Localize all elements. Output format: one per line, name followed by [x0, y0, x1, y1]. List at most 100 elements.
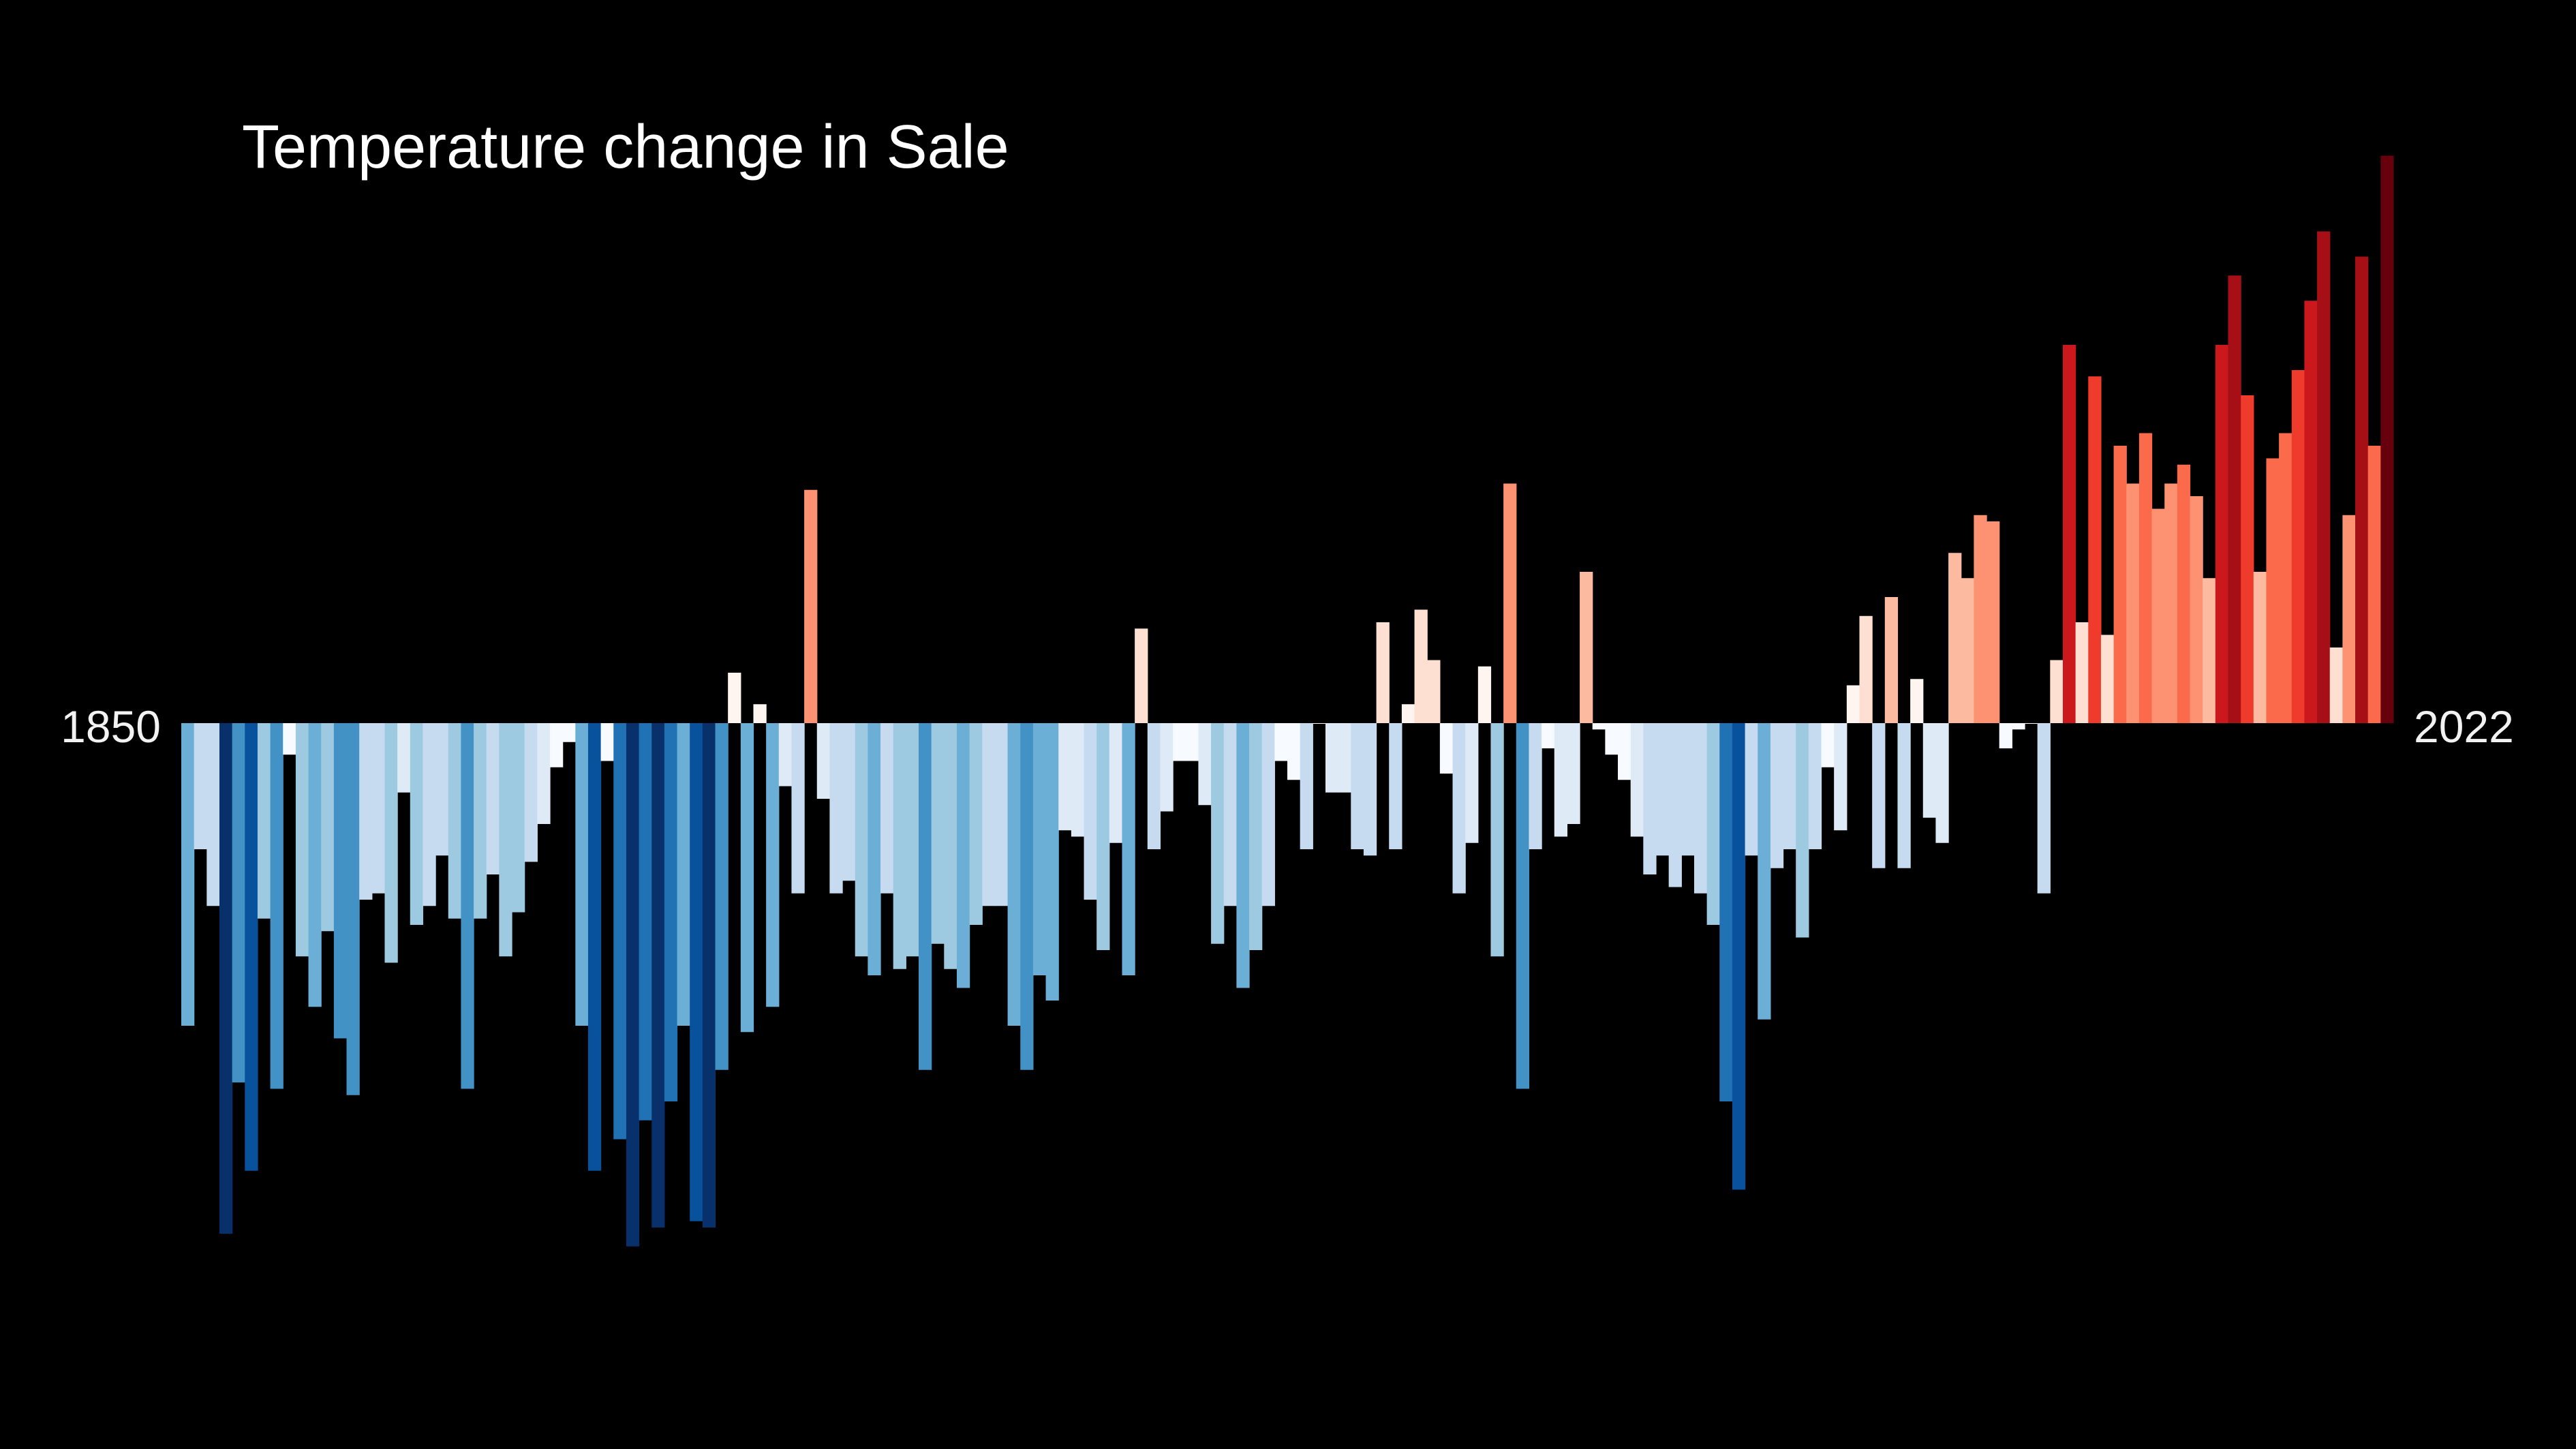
bar-year-1875 — [499, 723, 512, 957]
bar-year-1984 — [1884, 597, 1899, 723]
bar-year-1880 — [562, 723, 576, 742]
bar-year-1983 — [1872, 723, 1886, 868]
bar-year-1936 — [1274, 723, 1288, 761]
bar-year-1930 — [1198, 723, 1212, 806]
bar-year-1888 — [664, 723, 678, 1101]
bar-year-1968 — [1681, 723, 1695, 856]
bar-year-1947 — [1414, 609, 1428, 723]
bar-year-1907 — [906, 723, 919, 957]
bar-year-1963 — [1618, 723, 1631, 780]
bar-year-1918 — [1045, 723, 1059, 1001]
bar-year-1925 — [1135, 628, 1148, 723]
bar-year-1926 — [1147, 723, 1161, 849]
bar-year-1913 — [982, 723, 996, 906]
bar-year-1865 — [371, 723, 386, 894]
bar-year-1973 — [1745, 723, 1758, 856]
bar-year-2002 — [2113, 446, 2127, 723]
bar-year-1894 — [740, 723, 754, 1033]
bar-year-1999 — [2075, 622, 2089, 723]
bar-year-1866 — [384, 723, 398, 963]
bar-year-1974 — [1758, 723, 1771, 1020]
bar-year-1987 — [1922, 723, 1937, 818]
bar-year-2018 — [2317, 231, 2331, 723]
bar-year-2006 — [2164, 483, 2178, 723]
bar-year-1978 — [1808, 723, 1822, 849]
bar-year-1895 — [753, 704, 767, 723]
bar-year-1957 — [1542, 723, 1555, 748]
bar-year-1871 — [448, 723, 462, 919]
bar-year-1924 — [1122, 723, 1135, 975]
bar-year-1879 — [550, 723, 564, 767]
bar-year-1864 — [359, 723, 373, 900]
bar-year-1860 — [308, 723, 322, 1007]
bar-year-2023 — [2380, 155, 2394, 723]
bar-year-1990 — [1961, 578, 1974, 723]
bar-year-1965 — [1643, 723, 1657, 874]
bar-year-2022 — [2367, 446, 2381, 723]
bar-year-2008 — [2190, 496, 2203, 723]
bar-year-1927 — [1160, 723, 1174, 812]
bar-year-1981 — [1846, 685, 1860, 723]
bar-year-1898 — [791, 723, 805, 894]
bar-year-2013 — [2253, 572, 2267, 723]
bar-year-1852 — [206, 723, 220, 906]
bar-year-1977 — [1796, 723, 1809, 938]
bar-year-2021 — [2355, 256, 2369, 723]
bar-year-1916 — [1020, 723, 1034, 1070]
bar-year-1855 — [245, 723, 258, 1171]
bar-year-1986 — [1910, 679, 1924, 723]
bar-year-1944 — [1376, 622, 1390, 723]
bar-year-2011 — [2228, 275, 2241, 723]
bar-year-1912 — [969, 723, 983, 925]
bar-year-1975 — [1770, 723, 1784, 868]
bar-year-1982 — [1859, 615, 1873, 723]
bar-year-1872 — [461, 723, 474, 1089]
bar-year-1935 — [1261, 723, 1275, 906]
bar-year-1892 — [715, 723, 729, 1070]
bar-year-1969 — [1693, 723, 1708, 894]
bar-year-1939 — [1313, 723, 1326, 724]
bar-year-1859 — [295, 723, 309, 957]
bar-year-1919 — [1058, 723, 1072, 831]
bar-year-1932 — [1223, 723, 1237, 906]
bar-year-1966 — [1656, 723, 1670, 856]
bar-year-1877 — [524, 723, 538, 862]
bar-year-1931 — [1211, 723, 1225, 944]
bar-year-1992 — [1987, 521, 2000, 723]
bar-year-1955 — [1516, 723, 1530, 1089]
start-year-label: 1850 — [61, 701, 161, 752]
bar-year-1893 — [728, 673, 741, 723]
bar-year-1949 — [1439, 723, 1454, 774]
bar-year-1890 — [690, 723, 703, 1221]
bar-year-1900 — [816, 723, 831, 799]
bar-year-1850 — [181, 723, 195, 1026]
bar-year-2004 — [2138, 433, 2153, 723]
bar-year-1886 — [639, 723, 652, 1120]
bar-year-1923 — [1109, 723, 1123, 843]
bar-year-1988 — [1935, 723, 1949, 843]
bar-year-1976 — [1783, 723, 1796, 849]
bar-year-1991 — [1974, 515, 1987, 723]
bar-year-2016 — [2291, 370, 2305, 723]
bar-year-1857 — [270, 723, 283, 1089]
bar-year-1889 — [677, 723, 690, 1026]
bar-year-1896 — [766, 723, 780, 1007]
bar-year-1891 — [702, 723, 716, 1227]
bar-year-1962 — [1605, 723, 1619, 755]
bar-year-1868 — [410, 723, 424, 925]
bar-year-2007 — [2177, 464, 2191, 723]
bar-year-1887 — [651, 723, 665, 1227]
bar-year-2017 — [2304, 301, 2318, 723]
bar-year-1878 — [537, 723, 551, 824]
bar-year-1910 — [944, 723, 957, 969]
bar-year-1967 — [1668, 723, 1682, 887]
bar-year-1921 — [1084, 723, 1097, 900]
bar-year-1920 — [1071, 723, 1085, 837]
bar-year-1970 — [1706, 723, 1720, 925]
bar-year-1997 — [2050, 660, 2064, 723]
bar-year-1956 — [1529, 723, 1542, 849]
bar-year-1942 — [1351, 723, 1364, 849]
bar-year-1946 — [1401, 704, 1415, 723]
bar-year-1851 — [194, 723, 207, 849]
